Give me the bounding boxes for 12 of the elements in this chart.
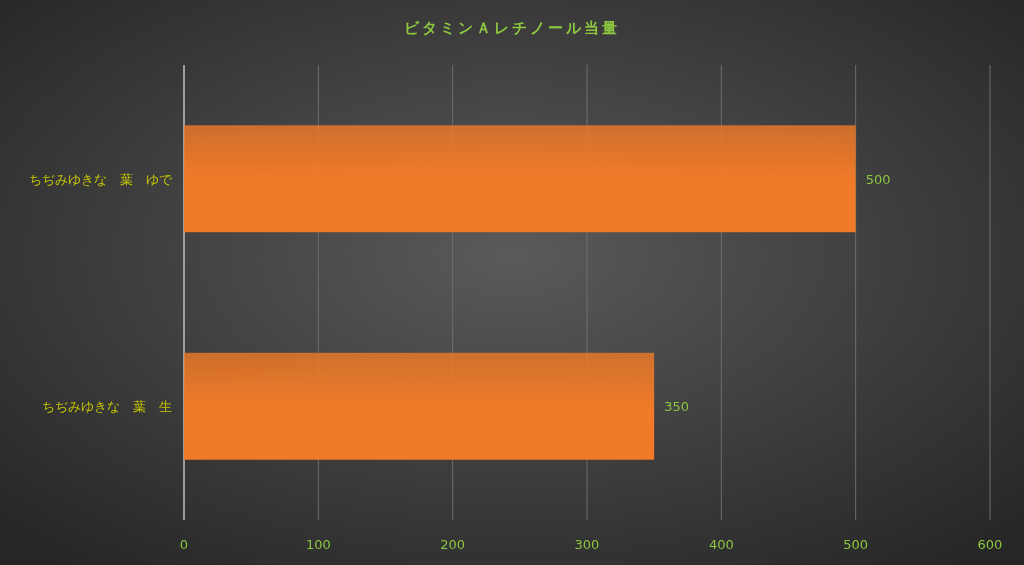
- chart-title: ビタミンＡレチノール当量: [404, 19, 620, 37]
- x-tick-label: 500: [843, 537, 869, 552]
- x-tick-label: 300: [574, 537, 600, 552]
- data-label: 350: [664, 399, 689, 415]
- x-tick-label: 200: [440, 537, 466, 552]
- y-tick-label: ちぢみゆきな 葉 ゆで: [29, 171, 173, 187]
- x-tick-label: 600: [977, 537, 1003, 552]
- x-tick-label: 0: [179, 537, 189, 552]
- x-tick-label: 100: [305, 537, 331, 552]
- y-tick-label: ちぢみゆきな 葉 生: [42, 399, 172, 415]
- data-label: 500: [865, 171, 891, 187]
- x-tick-label: 400: [708, 537, 734, 552]
